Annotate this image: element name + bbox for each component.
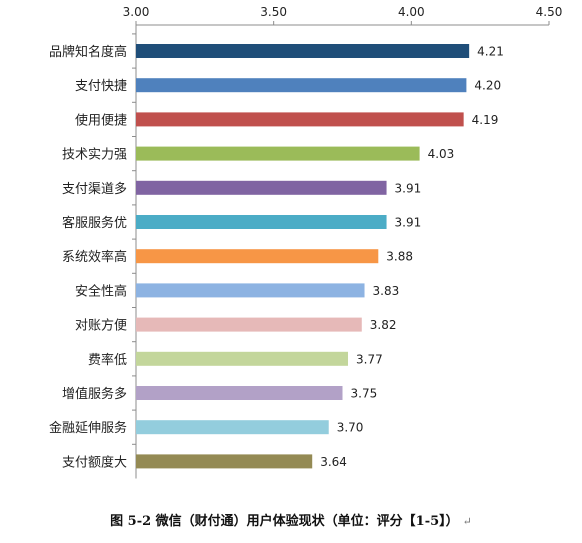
data-label: 3.91 xyxy=(395,216,422,230)
data-label: 4.03 xyxy=(428,147,455,161)
data-label: 3.64 xyxy=(320,455,347,469)
category-label: 支付渠道多 xyxy=(62,181,127,197)
category-label: 品牌知名度高 xyxy=(49,44,127,60)
x-tick-label: 3.50 xyxy=(260,5,287,19)
data-label: 3.82 xyxy=(370,318,397,332)
data-label: 4.21 xyxy=(477,45,504,59)
bar xyxy=(136,215,387,229)
bar xyxy=(136,386,343,400)
data-label: 4.19 xyxy=(472,113,499,127)
x-tick-label: 3.00 xyxy=(123,5,150,19)
bar xyxy=(136,283,365,298)
figure-caption: 图 5-2 微信（财付通）用户体验现状（单位：评分【1-5】） ↵ xyxy=(0,510,582,529)
bar xyxy=(136,180,387,195)
bar xyxy=(136,420,329,435)
x-tick-label: 4.00 xyxy=(398,5,425,19)
bar-chart: 3.00 3.50 4.00 4.50 品牌知名度高 4.21 支付快捷 4.20 使用便捷 4.… xyxy=(49,5,563,479)
category-label: 金融延伸服务 xyxy=(49,420,127,436)
bar xyxy=(136,317,362,332)
chart-canvas: 3.00 3.50 4.00 4.50 品牌知名度高 4.21 支付快捷 4.20 使用便捷 4.… xyxy=(49,5,563,479)
category-label: 支付快捷 xyxy=(75,79,127,94)
data-label: 4.20 xyxy=(474,79,501,93)
bar xyxy=(136,146,420,161)
data-label: 3.70 xyxy=(337,421,364,435)
paragraph-return-mark: ↵ xyxy=(462,515,472,528)
bar xyxy=(136,454,313,469)
caption-text: 图 5-2 微信（财付通）用户体验现状（单位：评分【1-5】） xyxy=(110,514,459,529)
x-tick-label: 4.50 xyxy=(536,5,563,19)
data-label: 3.91 xyxy=(395,181,422,195)
category-label: 技术实力强 xyxy=(62,148,127,163)
category-label: 系统效率高 xyxy=(62,249,127,265)
category-label: 增值服务多 xyxy=(62,386,127,402)
bar xyxy=(136,78,467,93)
bar xyxy=(136,351,349,366)
bar xyxy=(136,44,470,58)
data-label: 3.75 xyxy=(351,387,378,401)
data-label: 3.88 xyxy=(386,250,413,264)
data-label: 3.83 xyxy=(373,284,400,298)
category-label: 支付额度大 xyxy=(62,454,127,470)
bar xyxy=(136,112,464,127)
bar xyxy=(136,249,379,264)
category-label: 安全性高 xyxy=(75,283,127,299)
category-label: 对账方便 xyxy=(75,318,127,334)
category-label: 客服服务优 xyxy=(62,215,127,231)
category-label: 费率低 xyxy=(88,352,127,368)
category-label: 使用便捷 xyxy=(75,112,127,128)
data-label: 3.77 xyxy=(356,352,383,366)
